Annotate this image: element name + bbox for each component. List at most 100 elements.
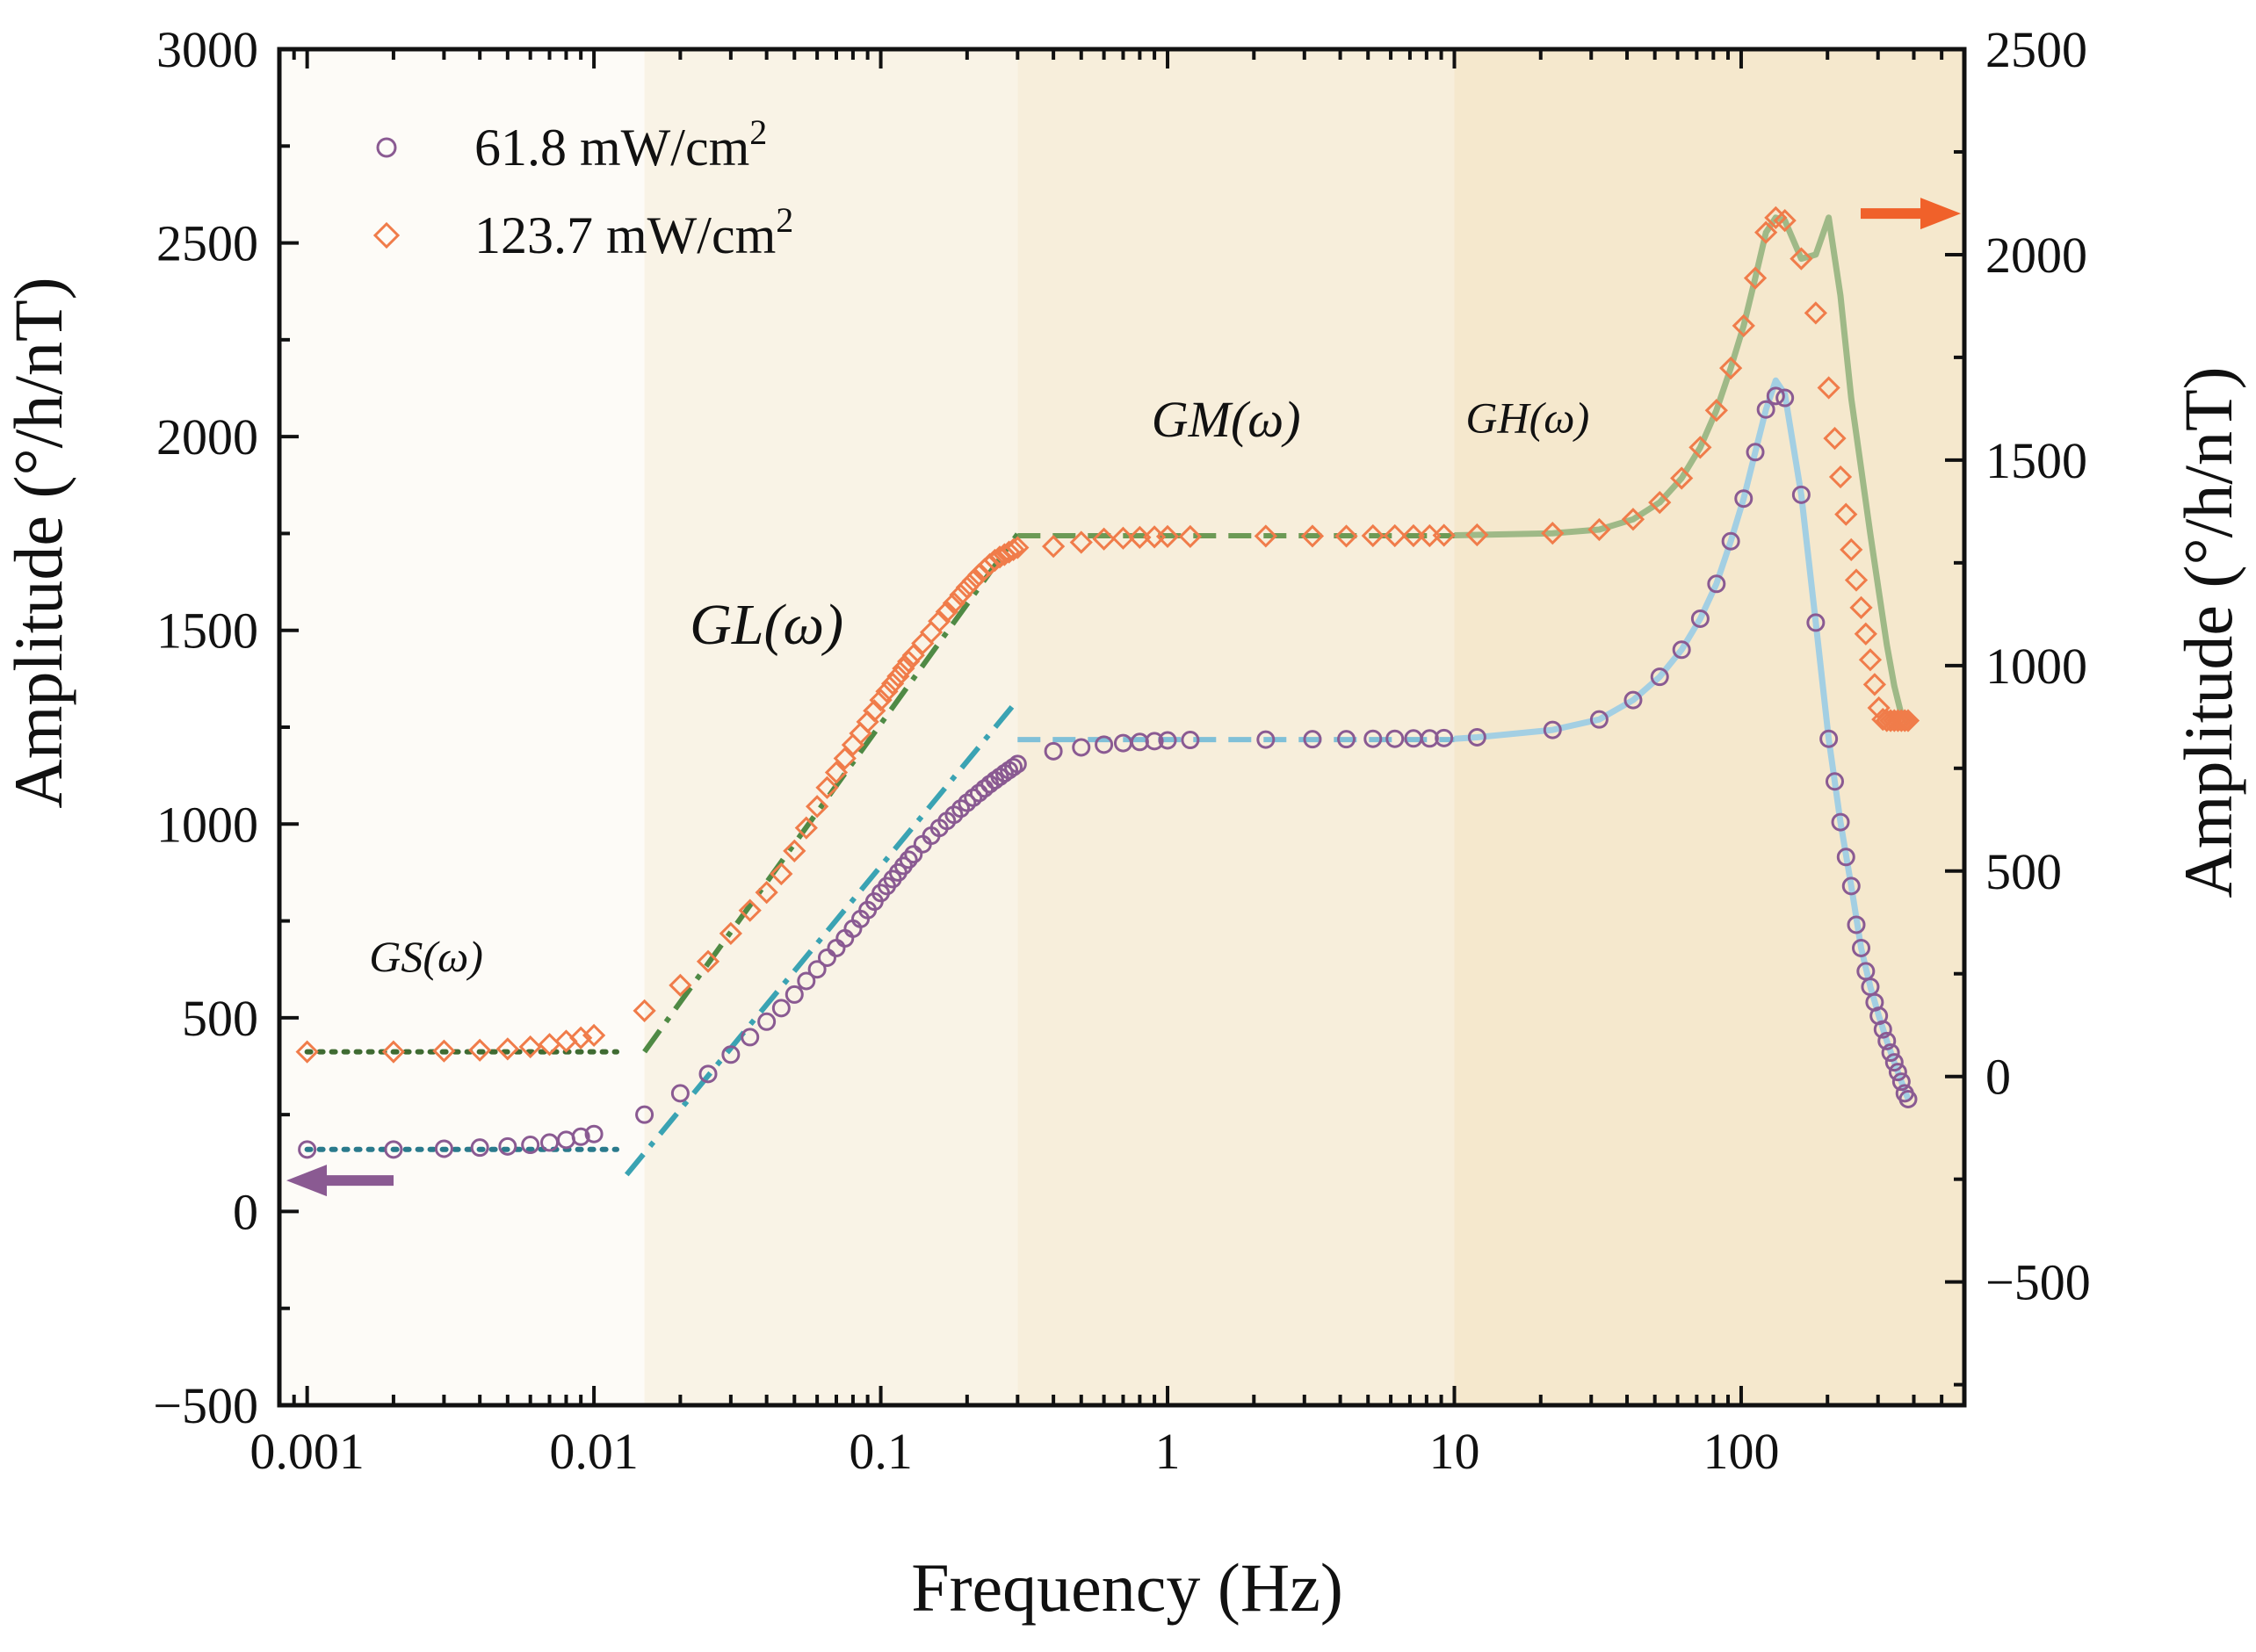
point-p61 [1435, 728, 1454, 747]
point-p61 [521, 1136, 540, 1155]
point-p61 [1420, 729, 1439, 748]
point-p123 [1858, 648, 1883, 672]
y-left-tick-label: 2500 [156, 215, 258, 272]
point-p61 [904, 845, 923, 864]
point-p123 [1621, 508, 1645, 531]
region-gl [644, 49, 1018, 1405]
point-p61 [1181, 731, 1200, 750]
point-p123 [1155, 524, 1180, 549]
fit-p61-gl [624, 698, 1020, 1177]
point-p123 [669, 973, 692, 997]
point-p123 [755, 880, 778, 905]
point-p123 [961, 569, 985, 593]
point-p123 [1383, 523, 1406, 548]
point-p61 [1008, 754, 1027, 774]
point-p123 [1111, 526, 1135, 550]
y-right-tick-label: 1000 [1985, 638, 2087, 695]
axis-arrows [286, 198, 1961, 1197]
point-p61 [670, 1084, 690, 1103]
point-p123 [633, 999, 656, 1022]
point-p61 [1831, 812, 1850, 832]
y-left-tick-label: 3000 [156, 21, 258, 78]
point-p123 [1754, 220, 1778, 244]
point-p61 [1746, 443, 1765, 462]
axes: 0.001 0.01 0.1 1 10 100 −500 0 500 1000 1500 2000 25… [153, 21, 2090, 1480]
y-right-tick-label: 500 [1985, 843, 2062, 900]
region-gm [1017, 49, 1455, 1405]
point-p61 [698, 1064, 718, 1084]
point-p123 [1069, 530, 1093, 554]
point-p61 [1888, 1063, 1907, 1082]
point-p61 [1734, 489, 1753, 509]
point-p61 [1877, 1031, 1897, 1050]
x-axis-label: Frequency (Hz) [911, 1549, 1343, 1626]
point-p123 [1840, 537, 1863, 561]
y-left-tick-label: 500 [182, 990, 258, 1047]
point-p123 [1890, 709, 1913, 732]
legend: 61.8 mW/cm2 123.7 mW/cm2 [372, 112, 793, 264]
point-p61 [1623, 690, 1643, 710]
x-tick-label: 0.1 [849, 1423, 913, 1480]
point-p123 [928, 610, 951, 633]
point-p123 [696, 949, 720, 973]
point-p61 [1756, 400, 1775, 419]
point-p123 [997, 540, 1021, 564]
point-p123 [863, 699, 886, 723]
point-p61 [1707, 574, 1726, 594]
y-axis-label-right: Amplitude (°/h/nT) [2170, 366, 2246, 898]
point-p123 [949, 583, 973, 607]
point-p123 [495, 1037, 519, 1061]
point-p123 [295, 1040, 319, 1064]
point-p123 [770, 862, 793, 886]
point-p123 [1006, 536, 1030, 559]
y-left-tick-label: 1500 [156, 602, 258, 660]
point-p123 [1541, 522, 1565, 545]
legend-label: 123.7 mW/cm2 [474, 200, 793, 264]
point-p61 [807, 960, 827, 979]
point-p123 [1178, 524, 1203, 549]
point-p61 [1836, 848, 1855, 867]
point-p61 [571, 1127, 590, 1146]
point-p61 [797, 971, 816, 991]
point-p123 [1896, 709, 1920, 732]
x-tick-label: 100 [1703, 1423, 1779, 1480]
point-p61 [498, 1136, 517, 1156]
point-p123 [1732, 314, 1755, 338]
point-p123 [1401, 523, 1426, 548]
point-p61 [1145, 732, 1164, 751]
point-p61 [1650, 667, 1669, 687]
point-p61 [1825, 772, 1844, 791]
point-p123 [1823, 426, 1847, 451]
y-right-tick-label: 2500 [1985, 21, 2087, 78]
point-p123 [892, 656, 915, 681]
point-p61 [721, 1045, 741, 1064]
point-p123 [1001, 537, 1025, 561]
point-p123 [1688, 436, 1712, 459]
point-p123 [381, 1040, 406, 1064]
left-axis-arrow-head [286, 1165, 327, 1197]
point-p123 [886, 664, 910, 689]
point-p61 [1841, 876, 1861, 896]
point-p61 [1791, 485, 1811, 504]
point-p61 [1363, 729, 1383, 748]
fit-p61-gh [1454, 377, 1912, 1100]
y-right-tick-label: 1500 [1985, 432, 2087, 489]
y-left-tick-label: 0 [233, 1183, 258, 1240]
data-markers [295, 206, 1920, 1159]
point-p61 [785, 985, 804, 1004]
point-p123 [978, 552, 1001, 576]
point-p123 [1790, 247, 1813, 271]
point-p123 [1834, 502, 1858, 526]
y-left-tick-label: −500 [153, 1377, 258, 1434]
point-p123 [569, 1026, 593, 1050]
point-p123 [875, 680, 899, 703]
point-p123 [1254, 524, 1277, 548]
point-p123 [1465, 523, 1489, 547]
point-p61 [384, 1140, 403, 1159]
region-label-gs: GS(ω) [369, 932, 483, 981]
point-p61 [1004, 757, 1023, 776]
point-p61 [1385, 729, 1405, 748]
point-p123 [432, 1039, 456, 1063]
point-p123 [1719, 356, 1743, 380]
